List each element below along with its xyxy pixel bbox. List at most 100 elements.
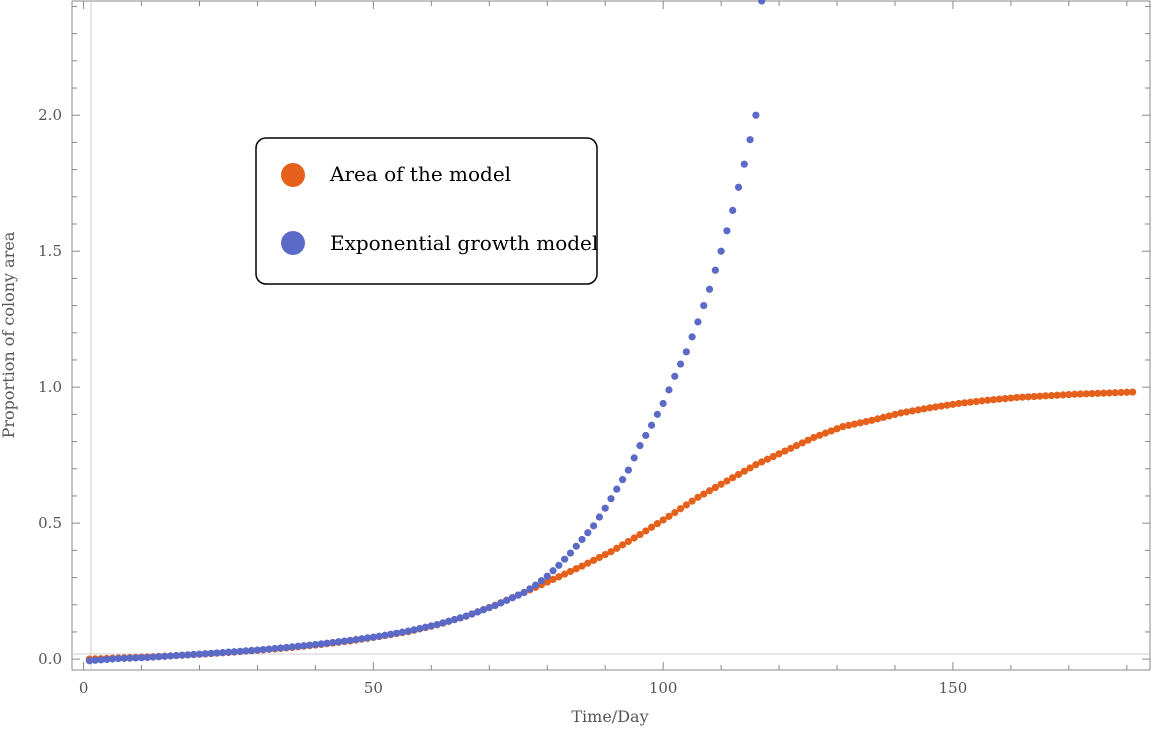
data-point bbox=[248, 646, 256, 655]
x-tick-label: 50 bbox=[364, 679, 383, 697]
data-point bbox=[978, 397, 986, 405]
x-axis-title: Time/Day bbox=[571, 707, 648, 726]
data-point bbox=[636, 530, 644, 539]
data-point bbox=[966, 398, 974, 406]
data-point bbox=[752, 461, 760, 469]
data-point bbox=[874, 415, 882, 423]
data-point bbox=[1076, 390, 1085, 398]
legend-label-exponential: Exponential growth model bbox=[330, 231, 598, 255]
data-point bbox=[758, 0, 766, 5]
data-point bbox=[143, 653, 151, 662]
data-point bbox=[526, 585, 534, 593]
y-tick-label: 1.0 bbox=[38, 378, 62, 396]
data-point bbox=[149, 653, 157, 661]
legend: Area of the model Exponential growth mod… bbox=[255, 137, 598, 285]
data-point bbox=[398, 628, 406, 636]
data-point bbox=[132, 654, 140, 662]
data-point bbox=[462, 612, 470, 620]
data-point bbox=[746, 464, 754, 472]
data-point bbox=[972, 397, 980, 406]
data-point bbox=[543, 572, 551, 580]
data-point bbox=[578, 535, 586, 544]
data-point bbox=[566, 549, 575, 557]
data-point bbox=[485, 604, 493, 612]
data-point bbox=[734, 183, 743, 191]
data-point bbox=[514, 591, 522, 599]
data-point bbox=[671, 372, 679, 380]
data-point bbox=[329, 638, 337, 647]
y-tick-label: 0.0 bbox=[38, 650, 62, 668]
data-point bbox=[833, 425, 841, 433]
data-point bbox=[352, 635, 360, 644]
data-point bbox=[1094, 389, 1102, 397]
data-point bbox=[1053, 391, 1061, 399]
data-point bbox=[537, 577, 546, 585]
data-point bbox=[126, 654, 134, 662]
data-point bbox=[595, 513, 604, 521]
data-point bbox=[1007, 394, 1015, 402]
data-point bbox=[943, 401, 951, 409]
data-point bbox=[769, 452, 777, 461]
data-point bbox=[682, 348, 690, 356]
data-point bbox=[630, 454, 638, 462]
data-point bbox=[810, 433, 818, 442]
data-point bbox=[607, 548, 615, 556]
data-point bbox=[363, 634, 372, 642]
data-point bbox=[752, 111, 760, 119]
data-point bbox=[705, 487, 714, 495]
data-point bbox=[717, 480, 725, 488]
data-point bbox=[410, 626, 418, 634]
data-point bbox=[271, 644, 279, 653]
data-point bbox=[508, 594, 517, 602]
data-point bbox=[468, 610, 476, 618]
data-point bbox=[230, 648, 238, 656]
data-point bbox=[613, 544, 621, 552]
data-point bbox=[926, 404, 934, 412]
data-point bbox=[746, 136, 754, 144]
data-point bbox=[821, 429, 830, 437]
data-point bbox=[630, 534, 638, 542]
data-point bbox=[584, 559, 592, 567]
data-point bbox=[421, 623, 430, 631]
data-point bbox=[387, 630, 395, 638]
data-point bbox=[682, 501, 690, 509]
data-point bbox=[705, 285, 714, 293]
data-point bbox=[845, 421, 853, 429]
data-point bbox=[665, 512, 673, 520]
data-point bbox=[161, 652, 169, 660]
data-point bbox=[711, 266, 719, 274]
data-point bbox=[937, 402, 945, 410]
data-point bbox=[700, 490, 708, 498]
data-point bbox=[155, 653, 163, 661]
data-point bbox=[914, 406, 922, 414]
data-point bbox=[497, 599, 505, 607]
data-point bbox=[392, 629, 401, 637]
data-point bbox=[1059, 391, 1067, 399]
data-point bbox=[584, 529, 592, 537]
data-point bbox=[288, 643, 296, 651]
data-point bbox=[1123, 388, 1131, 396]
data-point bbox=[618, 541, 627, 549]
data-point bbox=[984, 396, 992, 404]
data-point bbox=[804, 436, 812, 444]
y-tick-label: 2.0 bbox=[38, 106, 62, 124]
legend-marker-exponential bbox=[281, 231, 305, 255]
y-tick-label: 1.5 bbox=[38, 242, 62, 260]
x-tick-label: 100 bbox=[649, 679, 678, 697]
data-point bbox=[317, 640, 325, 648]
data-point bbox=[572, 542, 580, 550]
data-point bbox=[729, 474, 737, 482]
data-point bbox=[711, 483, 719, 492]
series-exponential-growth-model bbox=[85, 0, 766, 665]
data-point bbox=[404, 627, 412, 635]
data-point bbox=[381, 631, 389, 639]
data-point bbox=[601, 504, 609, 512]
data-point bbox=[323, 639, 331, 647]
data-point bbox=[242, 647, 250, 655]
data-point bbox=[1030, 392, 1038, 401]
data-point bbox=[659, 516, 667, 524]
data-point bbox=[1071, 390, 1079, 398]
data-point bbox=[166, 652, 175, 660]
data-point bbox=[277, 644, 285, 652]
data-point bbox=[253, 646, 262, 654]
